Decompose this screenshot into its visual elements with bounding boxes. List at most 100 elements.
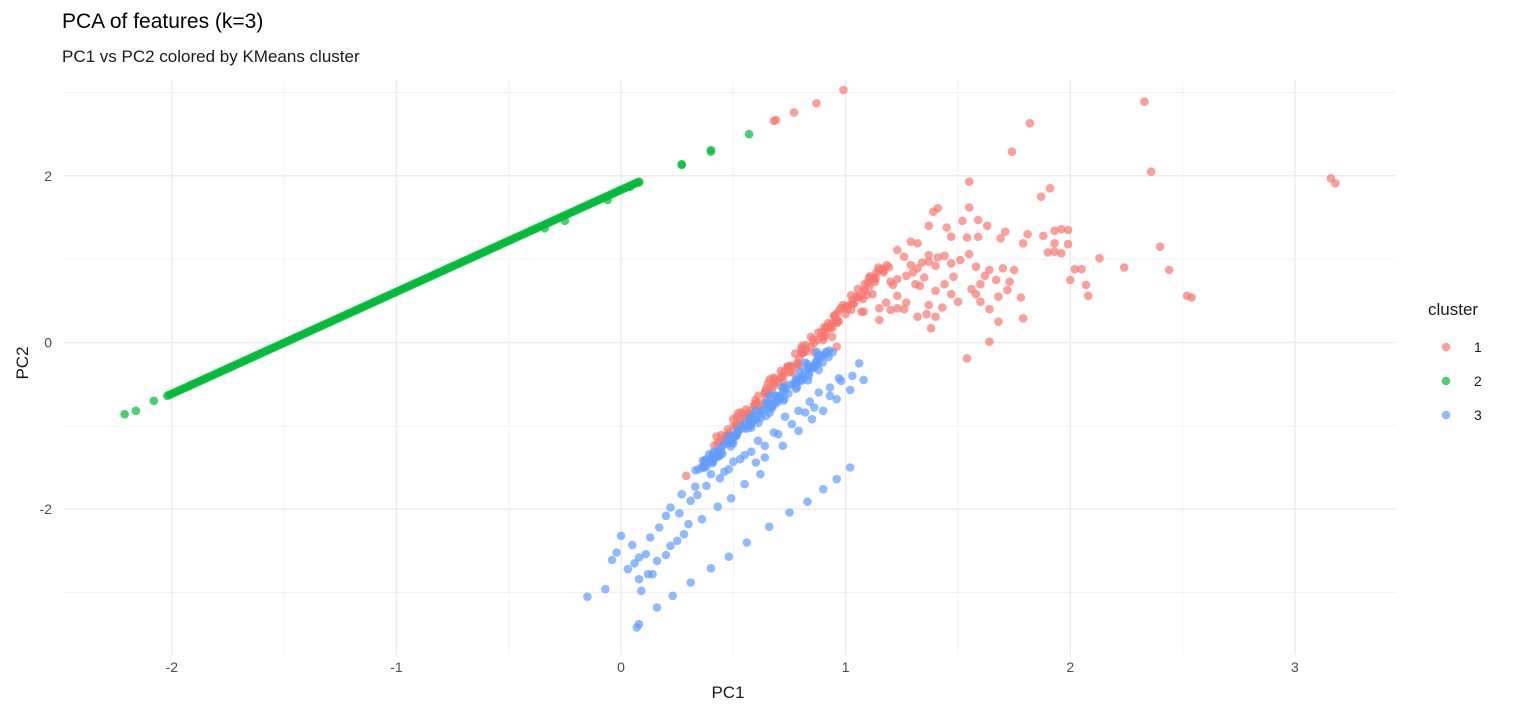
cluster-1-point [958, 216, 967, 226]
cluster-3-point [818, 484, 828, 494]
cluster-3-point [675, 509, 684, 518]
cluster-3-point [794, 406, 803, 416]
legend-label-1: 1 [1474, 339, 1482, 355]
cluster-1-point [976, 297, 985, 306]
cluster-1-point [906, 237, 916, 246]
cluster-1-point [741, 405, 751, 414]
cluster-1-point [964, 249, 974, 259]
cluster-1-point [994, 292, 1003, 301]
cluster-1-point [886, 277, 895, 286]
cluster-1-point [761, 383, 771, 393]
cluster-3-point [726, 494, 736, 503]
cluster-3-point [684, 519, 693, 529]
cluster-1-point [1036, 192, 1046, 201]
y-tick-label: -2 [40, 501, 53, 517]
cluster-3-point [652, 603, 662, 612]
cluster-1-point [924, 257, 934, 266]
legend-label-3: 3 [1474, 407, 1482, 423]
cluster-2-point [120, 409, 129, 419]
cluster-1-point [859, 307, 868, 316]
cluster-3-point [583, 592, 592, 601]
cluster-3-point [859, 375, 868, 385]
cluster-3-point [716, 447, 726, 456]
cluster-1-point [893, 274, 902, 284]
x-axis-ticks: -2 -1 0 1 2 3 [166, 659, 1299, 675]
cluster-1-point [871, 273, 880, 283]
cluster-1-point [946, 289, 956, 299]
cluster-3-point [836, 376, 846, 386]
cluster-1-point [1140, 97, 1149, 106]
cluster-1-point [902, 298, 911, 307]
cluster-1-point [919, 273, 929, 282]
cluster-1-point [985, 304, 994, 314]
cluster-1-point [1050, 226, 1059, 236]
legend-label-2: 2 [1474, 373, 1482, 389]
cluster-1-point [827, 332, 837, 341]
cluster-1-point [1003, 285, 1012, 295]
cluster-1-point [823, 318, 833, 328]
legend-key-3 [1441, 410, 1451, 420]
cluster-1-point [946, 259, 956, 268]
cluster-1-point [1016, 293, 1026, 302]
cluster-3-point [616, 531, 626, 541]
cluster-3-point [740, 450, 749, 460]
cluster-3-point [780, 412, 790, 421]
cluster-1-point [922, 309, 931, 319]
cluster-1-point [1018, 314, 1028, 323]
cluster-2-point [744, 129, 754, 139]
cluster-1-point [1119, 263, 1129, 272]
cluster-3-point [706, 469, 716, 479]
cluster-3-point [686, 496, 695, 506]
cluster-1-point [940, 251, 949, 261]
cluster-1-point [955, 255, 965, 265]
cluster-1-point [946, 232, 956, 241]
cluster-1-point [751, 399, 761, 408]
cluster-2-point [603, 195, 612, 205]
cluster-1-point [855, 292, 864, 302]
cluster-3-point [679, 529, 689, 539]
cluster-3-point [854, 359, 864, 368]
cluster-3-point [729, 457, 738, 466]
cluster-3-point [753, 436, 763, 446]
legend-title: cluster [1428, 300, 1478, 319]
cluster-1-point [770, 377, 780, 386]
cluster-1-point [931, 312, 940, 321]
cluster-3-point [760, 453, 770, 462]
cluster-3-point [818, 406, 828, 416]
x-tick-label: 1 [842, 659, 850, 675]
cluster-1-point [1057, 249, 1066, 258]
cluster-1-point [1070, 264, 1080, 274]
cluster-3-point [601, 584, 610, 594]
x-tick-label: -1 [390, 659, 403, 675]
cluster-1-point [940, 279, 949, 289]
cluster-1-point [899, 304, 909, 314]
cluster-3-point [677, 489, 687, 499]
cluster-2-point [634, 178, 644, 187]
legend-entries: 1 2 3 [1441, 339, 1482, 423]
cluster-1-point [982, 221, 992, 231]
cluster-1-point [964, 177, 974, 186]
cluster-1-point [681, 471, 691, 481]
cluster-1-point [1000, 227, 1010, 236]
cluster-3-point [645, 533, 655, 542]
cluster-1-point [931, 286, 940, 296]
cluster-3-point [820, 350, 830, 359]
cluster-3-point [666, 541, 675, 551]
cluster-1-point [1025, 119, 1035, 128]
cluster-3-point [724, 552, 734, 561]
cluster-1-point [933, 253, 943, 262]
cluster-3-point [807, 414, 817, 424]
cluster-3-point [794, 426, 803, 436]
x-tick-label: 2 [1066, 659, 1074, 675]
cluster-3-point [700, 457, 710, 466]
cluster-1-point [1043, 248, 1053, 257]
cluster-1-point [1005, 277, 1014, 286]
cluster-3-point [623, 564, 633, 574]
cluster-1-point [976, 279, 985, 289]
cluster-3-point [630, 559, 639, 568]
cluster-1-point [777, 372, 786, 381]
cluster-1-point [832, 315, 842, 325]
cluster-3-point [805, 397, 815, 406]
cluster-3-point [740, 479, 749, 489]
